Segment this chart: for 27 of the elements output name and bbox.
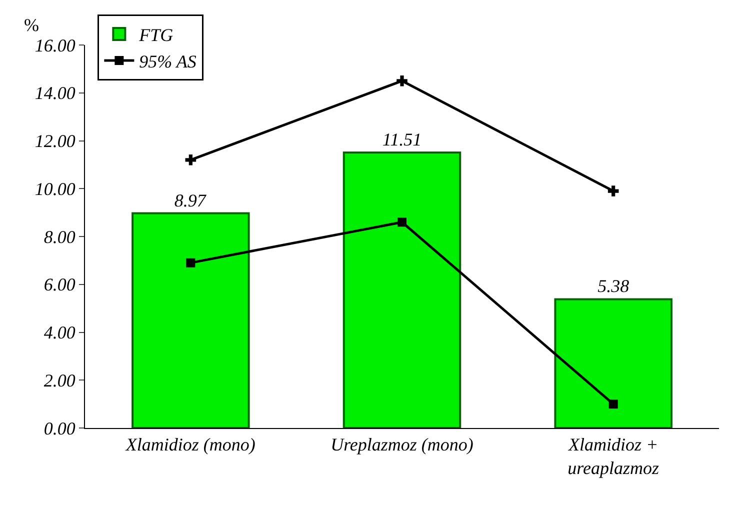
point	[396, 76, 408, 86]
y-tick-label: 16.00	[34, 35, 76, 56]
y-tick-label: 2.00	[44, 370, 76, 390]
data-label: 5.38	[598, 276, 630, 296]
legend-label: 95% AS	[139, 51, 196, 72]
bar	[342, 151, 462, 428]
point	[608, 186, 619, 196]
bar	[554, 298, 672, 428]
point	[608, 400, 618, 409]
x-tick-label: Ureplazmoz (mono)	[330, 434, 474, 455]
y-tick-label: 4.00	[44, 322, 76, 343]
y-tick-label: 6.00	[44, 274, 76, 295]
point	[398, 218, 406, 227]
y-tick-label: 10.00	[34, 178, 76, 199]
bar	[132, 212, 250, 428]
y-tick-label: 12.00	[34, 131, 76, 152]
y-tick-label: 8.00	[44, 226, 76, 247]
y-axis-title: %	[24, 15, 39, 35]
point	[186, 258, 196, 268]
y-tick-label: 0.00	[44, 418, 76, 438]
x-tick-label: Xlamidioz (mono)	[124, 434, 256, 455]
data-label: 11.51	[382, 129, 422, 150]
point	[185, 154, 196, 166]
legend-label: FTG	[138, 25, 174, 46]
y-tick-label: 14.00	[34, 83, 76, 104]
x-tick-label: Xlamidioz + ureaplazmoz	[568, 434, 659, 478]
data-label: 8.97	[174, 190, 207, 210]
